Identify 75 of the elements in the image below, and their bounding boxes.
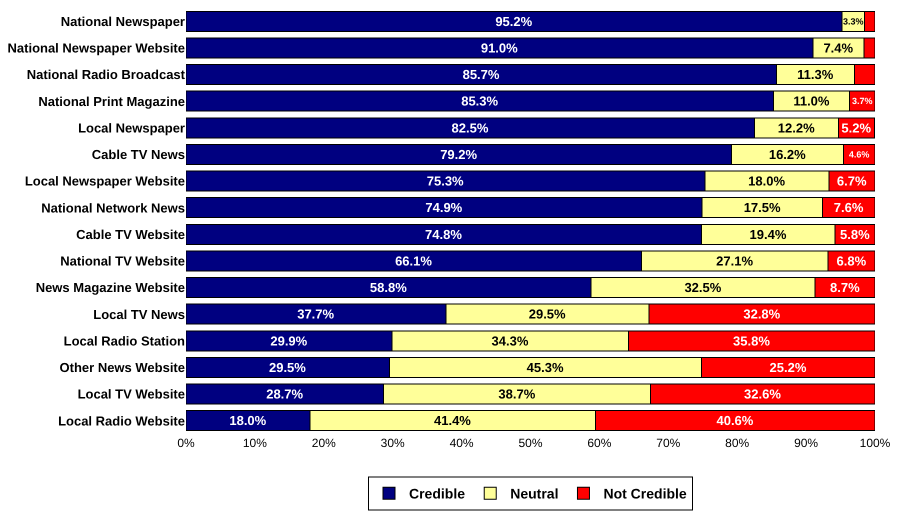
x-tick-label: 60% xyxy=(587,436,612,450)
data-label: 18.0% xyxy=(229,413,267,428)
data-label: 25.2% xyxy=(770,360,807,375)
x-tick-label: 40% xyxy=(450,436,474,450)
data-label: 66.1% xyxy=(395,253,432,268)
x-tick-label: 30% xyxy=(380,436,406,450)
data-label: 74.8% xyxy=(425,226,462,242)
data-label: 5.8% xyxy=(840,226,870,242)
data-label: 12.2% xyxy=(778,120,816,136)
y-tick-label: Cable TV News xyxy=(92,146,185,162)
data-label: 82.5% xyxy=(452,120,489,136)
data-label: 27.1% xyxy=(716,253,754,268)
data-label: 32.8% xyxy=(743,306,781,322)
x-tick-label: 80% xyxy=(725,436,750,450)
y-tick-label: Local Radio Station xyxy=(64,333,186,348)
data-label: 6.8% xyxy=(836,253,867,268)
legend-label: Credible xyxy=(409,486,466,502)
y-tick-label: Local Radio Website xyxy=(58,413,185,428)
data-label: 3.3% xyxy=(843,16,864,26)
x-tick-label: 70% xyxy=(656,436,681,450)
data-label: 41.4% xyxy=(434,413,472,428)
data-label: 16.2% xyxy=(768,146,806,162)
data-label: 45.3% xyxy=(526,360,564,375)
y-tick-label: National Network News xyxy=(41,200,185,216)
x-tick-label: 0% xyxy=(177,436,195,450)
y-tick-label: Cable TV Website xyxy=(76,226,185,242)
y-tick-label: National TV Website xyxy=(60,253,185,268)
y-tick-label: News Magazine Website xyxy=(36,280,185,296)
x-tick-label: 50% xyxy=(518,436,543,450)
data-label: 95.2% xyxy=(495,14,533,29)
data-label: 75.3% xyxy=(426,174,464,189)
data-label: 17.5% xyxy=(744,200,781,216)
data-label: 18.0% xyxy=(748,174,786,189)
data-label: 79.2% xyxy=(440,146,478,162)
x-tick-label: 100% xyxy=(860,436,891,450)
data-label: 5.2% xyxy=(841,120,872,136)
data-label: 58.8% xyxy=(370,280,408,296)
data-label: 38.7% xyxy=(498,386,536,402)
data-label: 19.4% xyxy=(750,226,787,242)
y-tick-label: Local TV Website xyxy=(78,386,185,402)
x-tick-label: 10% xyxy=(242,436,268,450)
data-label: 29.5% xyxy=(268,360,306,375)
data-label: 34.3% xyxy=(492,333,529,348)
data-label: 6.7% xyxy=(836,174,867,189)
y-tick-label: Local TV News xyxy=(93,306,185,322)
data-label: 37.7% xyxy=(297,306,335,322)
data-label: 32.5% xyxy=(684,280,722,296)
y-tick-label: Local Newspaper Website xyxy=(24,174,185,189)
data-label: 85.3% xyxy=(461,94,499,109)
data-label: 8.7% xyxy=(830,280,860,296)
data-label: 32.6% xyxy=(744,386,782,402)
x-tick-label: 90% xyxy=(794,436,818,450)
data-label: 35.8% xyxy=(733,333,770,348)
y-tick-label: National Radio Broadcast xyxy=(26,67,186,82)
legend-label: Not Credible xyxy=(603,486,687,502)
data-label: 85.7% xyxy=(462,67,500,82)
data-label: 74.9% xyxy=(425,200,463,216)
y-tick-label: Local Newspaper xyxy=(78,120,185,136)
data-label: 3.7% xyxy=(852,96,873,106)
data-label: 29.5% xyxy=(528,306,566,322)
data-label: 91.0% xyxy=(480,40,518,56)
data-label: 11.3% xyxy=(797,67,834,82)
y-tick-label: National Print Magazine xyxy=(38,94,185,109)
data-label: 7.4% xyxy=(823,40,854,56)
data-label: 29.9% xyxy=(270,333,308,348)
data-label: 11.0% xyxy=(793,94,830,109)
legend-label: Neutral xyxy=(510,486,558,502)
x-tick-label: 20% xyxy=(312,436,336,450)
data-label: 40.6% xyxy=(716,413,754,428)
y-tick-label: National Newspaper xyxy=(60,14,185,29)
data-label: 28.7% xyxy=(266,386,304,402)
y-tick-label: Other News Website xyxy=(60,360,185,375)
data-label: 4.6% xyxy=(848,149,870,160)
data-label: 7.6% xyxy=(834,200,864,216)
y-tick-label: National Newspaper Website xyxy=(8,40,185,56)
